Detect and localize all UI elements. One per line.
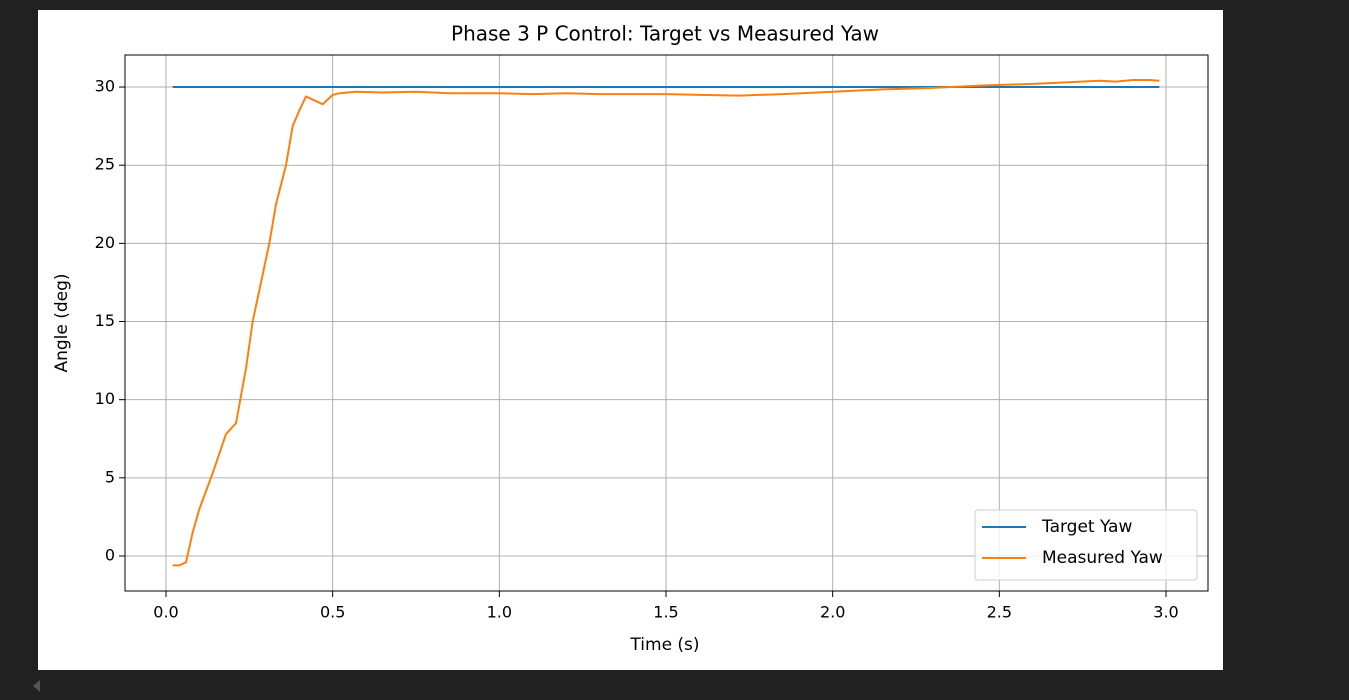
x-tick-label: 2.0 <box>820 603 845 622</box>
scroll-arrow <box>33 680 40 692</box>
series-line <box>172 79 1160 567</box>
y-axis-label: Angle (deg) <box>52 273 72 372</box>
plot-lines <box>172 79 1160 567</box>
legend-label: Target Yaw <box>1041 517 1132 537</box>
legend-label: Measured Yaw <box>1042 548 1163 568</box>
y-tick-label: 20 <box>95 233 115 252</box>
legend-box <box>974 509 1198 581</box>
y-tick-label: 5 <box>105 467 115 486</box>
y-tick-label: 15 <box>95 311 115 330</box>
y-tick-label: 30 <box>95 77 115 96</box>
legend: Target Yaw Measured Yaw <box>974 509 1198 581</box>
x-axis-label: Time (s) <box>629 635 699 655</box>
y-tick-label: 10 <box>95 389 115 408</box>
y-tick-label: 0 <box>105 545 115 564</box>
x-tick-label: 1.0 <box>487 603 512 622</box>
x-tick-label: 0.5 <box>320 603 345 622</box>
x-tick-label: 3.0 <box>1153 603 1178 622</box>
x-tick-label: 1.5 <box>653 603 678 622</box>
x-tick-label: 2.5 <box>987 603 1012 622</box>
y-tick-label: 25 <box>95 155 115 174</box>
chart-title: Phase 3 P Control: Target vs Measured Ya… <box>451 22 879 46</box>
x-tick-label: 0.0 <box>153 603 178 622</box>
